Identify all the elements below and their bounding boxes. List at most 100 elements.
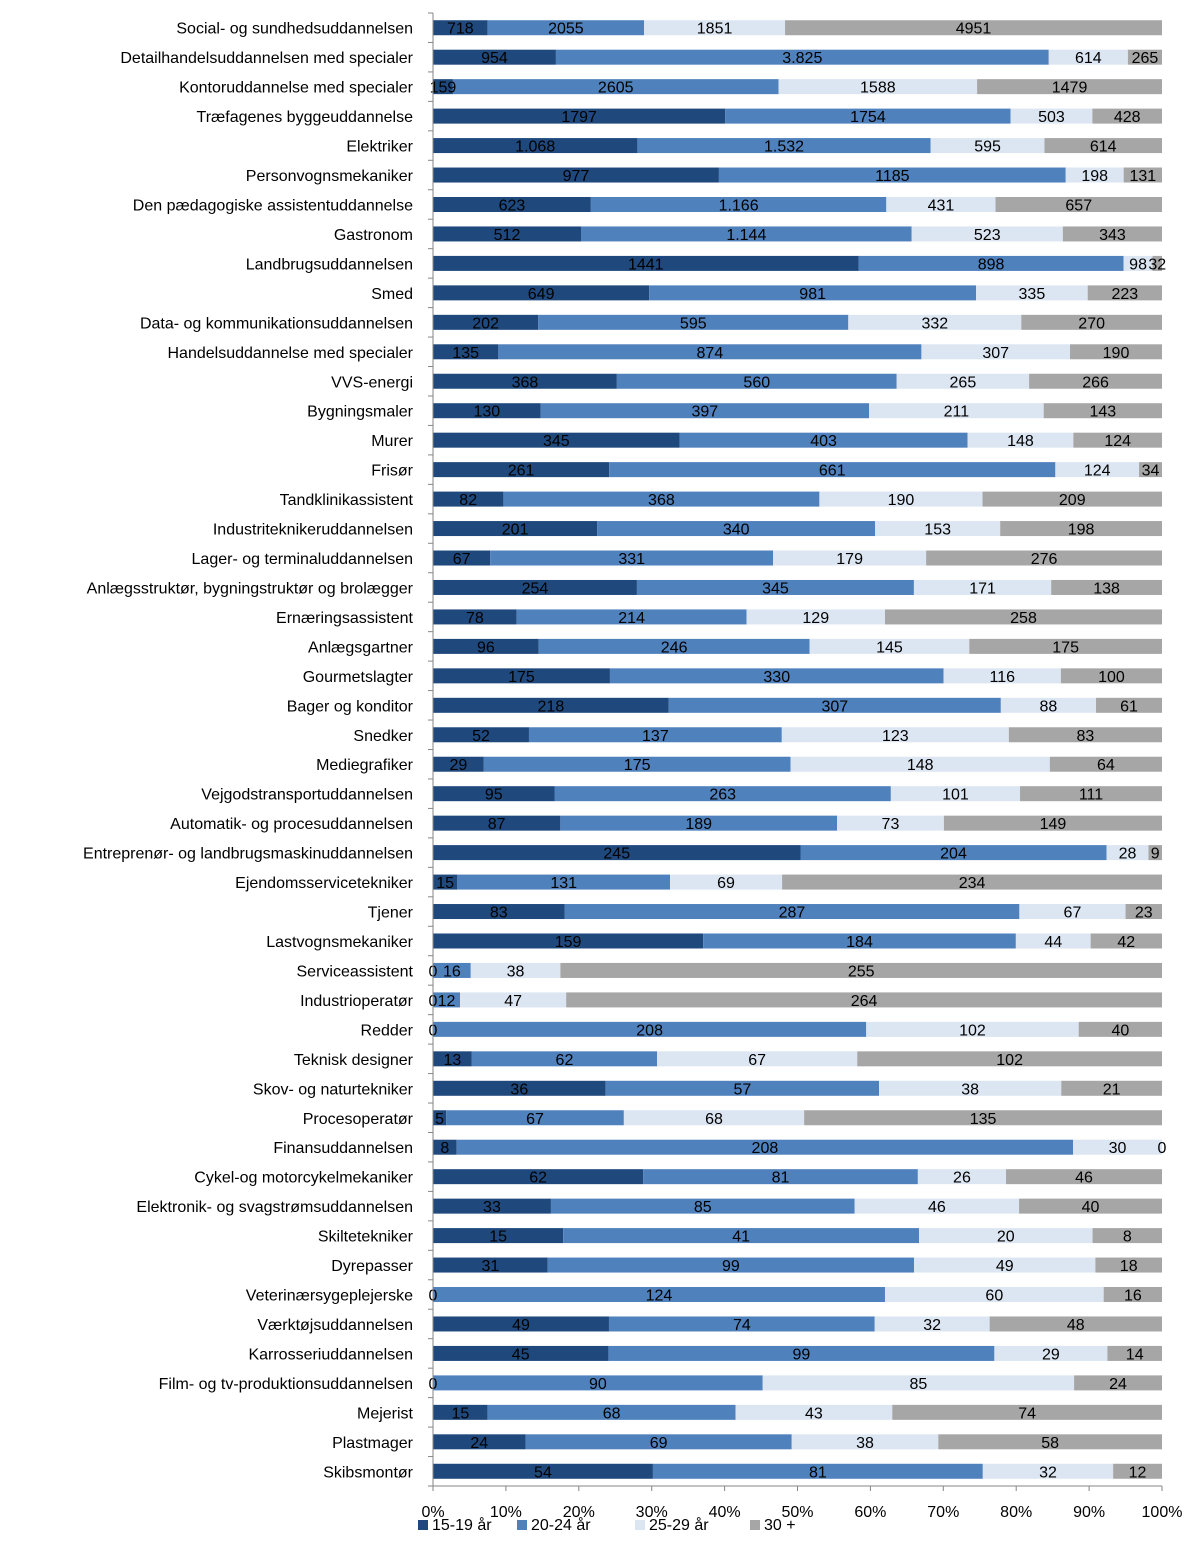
legend: 15-19 år 20-24 år 25-29 år 30 +: [418, 1516, 796, 1534]
data-label: 649: [528, 286, 555, 303]
category-label: Anlægsstruktør, bygningstruktør og brolæ…: [87, 580, 414, 597]
data-label: 41: [732, 1229, 750, 1246]
data-label: 258: [1010, 610, 1037, 627]
bar-segment: [982, 1463, 1114, 1479]
data-label: 1441: [628, 256, 664, 273]
bar-segment: [605, 1080, 880, 1096]
data-label: 83: [490, 905, 508, 922]
bar-segment: [528, 727, 782, 743]
category-label: Industriteknikeruddannelsen: [213, 522, 413, 539]
bar-segment: [976, 285, 1088, 301]
bar-segment: [487, 1404, 736, 1420]
data-label: 15: [436, 875, 454, 892]
category-label: Bager og konditor: [287, 698, 414, 715]
bar-segment: [433, 1228, 564, 1244]
category-label: Serviceassistent: [297, 963, 414, 980]
bar-segment: [433, 815, 561, 831]
bar-segment: [538, 638, 810, 654]
bar-segment: [433, 550, 491, 566]
category-label: Skiltetekniker: [318, 1229, 414, 1246]
bar-segment: [433, 1316, 609, 1332]
category-label: Skov- og naturtekniker: [253, 1081, 414, 1098]
bar-segment: [503, 491, 820, 507]
data-label: 28: [1119, 846, 1137, 863]
data-label: 171: [969, 580, 996, 597]
bars-group: [433, 20, 1162, 1479]
bar-segment: [1123, 255, 1153, 271]
data-label: 265: [1132, 50, 1159, 67]
bar-segment: [1139, 462, 1162, 478]
bar-segment: [609, 462, 1056, 478]
bar-segment: [433, 138, 638, 154]
legend-label: 30 +: [764, 1517, 796, 1534]
data-label: 16: [443, 963, 461, 980]
category-label: Karrosseriuddannelsen: [248, 1346, 413, 1363]
data-label: 38: [856, 1435, 874, 1452]
data-label: 204: [940, 846, 967, 863]
data-label: 143: [1089, 404, 1116, 421]
data-label: 54: [534, 1464, 552, 1481]
bar-segment: [433, 285, 650, 301]
data-label: 36: [510, 1081, 528, 1098]
bar-segment: [433, 1139, 457, 1155]
bar-segment: [446, 1110, 624, 1126]
data-label: 38: [507, 963, 525, 980]
data-label: 40: [1111, 1022, 1129, 1039]
data-label: 74: [733, 1317, 751, 1334]
data-label: 211: [944, 404, 970, 421]
bar-segment: [969, 638, 1162, 654]
data-label: 208: [636, 1022, 663, 1039]
data-label: 209: [1059, 492, 1086, 509]
data-label: 270: [1078, 315, 1105, 332]
data-label: 78: [466, 610, 484, 627]
legend-swatch: [750, 1520, 760, 1530]
data-label: 129: [802, 610, 829, 627]
bar-segment: [1065, 167, 1124, 183]
bar-segment: [433, 1110, 447, 1126]
data-label: 208: [752, 1140, 779, 1157]
bar-segment: [1006, 1169, 1162, 1185]
category-label: Industrioperatør: [300, 993, 414, 1010]
data-label: 100: [1098, 669, 1125, 686]
data-label: 95: [485, 787, 503, 804]
data-label: 657: [1065, 197, 1092, 214]
bar-segment: [791, 1434, 939, 1450]
bar-segment: [866, 1021, 1079, 1037]
data-label: 261: [508, 463, 535, 480]
category-label: Ernæringsassistent: [276, 610, 414, 627]
data-label: 16: [1124, 1288, 1142, 1305]
bar-segment: [433, 1463, 653, 1479]
data-label: 265: [950, 374, 977, 391]
bar-segment: [540, 403, 870, 419]
data-label: 111: [1079, 787, 1103, 804]
data-label: 96: [477, 639, 495, 656]
bar-segment: [725, 108, 1011, 124]
bar-segment: [470, 962, 561, 978]
bar-segment: [433, 845, 801, 861]
data-label: 431: [928, 197, 955, 214]
category-label: Kontoruddannelse med specialer: [179, 80, 414, 97]
data-label: 1754: [850, 109, 886, 126]
data-label: 130: [473, 404, 500, 421]
bar-segment: [452, 79, 779, 95]
data-label: 131: [550, 875, 577, 892]
bar-segment: [433, 697, 669, 713]
bar-segment: [433, 20, 488, 36]
bar-segment: [1092, 108, 1162, 124]
data-label: 343: [1099, 227, 1126, 244]
bar-segment: [433, 933, 704, 949]
data-label: 52: [472, 728, 490, 745]
bar-segment: [1000, 697, 1097, 713]
bar-segment: [1090, 933, 1162, 949]
data-label: 45: [512, 1346, 530, 1363]
bar-segment: [1062, 226, 1162, 242]
data-label: 24: [1109, 1376, 1127, 1393]
data-label: 718: [447, 21, 474, 38]
data-label: 67: [1064, 905, 1082, 922]
data-label: 266: [1082, 374, 1109, 391]
category-label: Anlægsgartner: [308, 639, 414, 656]
legend-swatch: [635, 1520, 645, 1530]
bar-segment: [1008, 727, 1162, 743]
data-label: 175: [1052, 639, 1079, 656]
